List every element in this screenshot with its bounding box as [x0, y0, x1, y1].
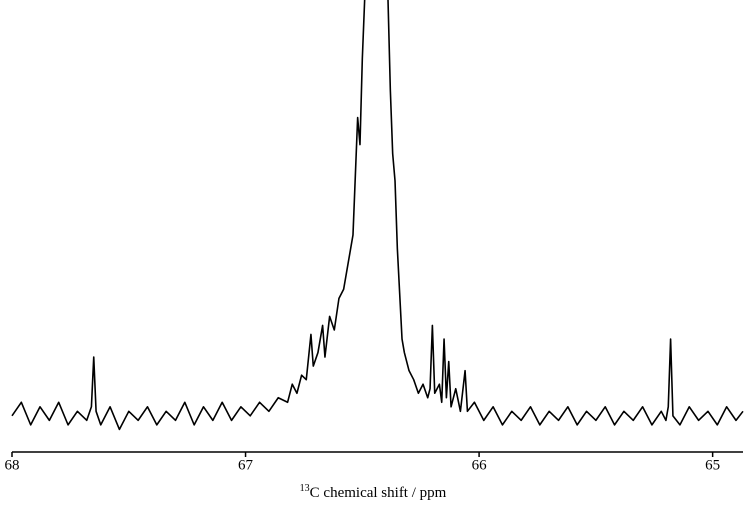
- x-axis-title-sup: 13: [300, 483, 310, 494]
- x-tick-label: 68: [5, 457, 20, 473]
- x-axis-title: 13C chemical shift / ppm: [300, 483, 447, 501]
- x-axis-title-main: C chemical shift / ppm: [310, 485, 447, 501]
- x-tick-label: 65: [705, 457, 720, 473]
- spectrum-line: [11, 0, 744, 431]
- x-tick-label: 67: [238, 457, 254, 473]
- x-tick-label: 66: [472, 457, 488, 473]
